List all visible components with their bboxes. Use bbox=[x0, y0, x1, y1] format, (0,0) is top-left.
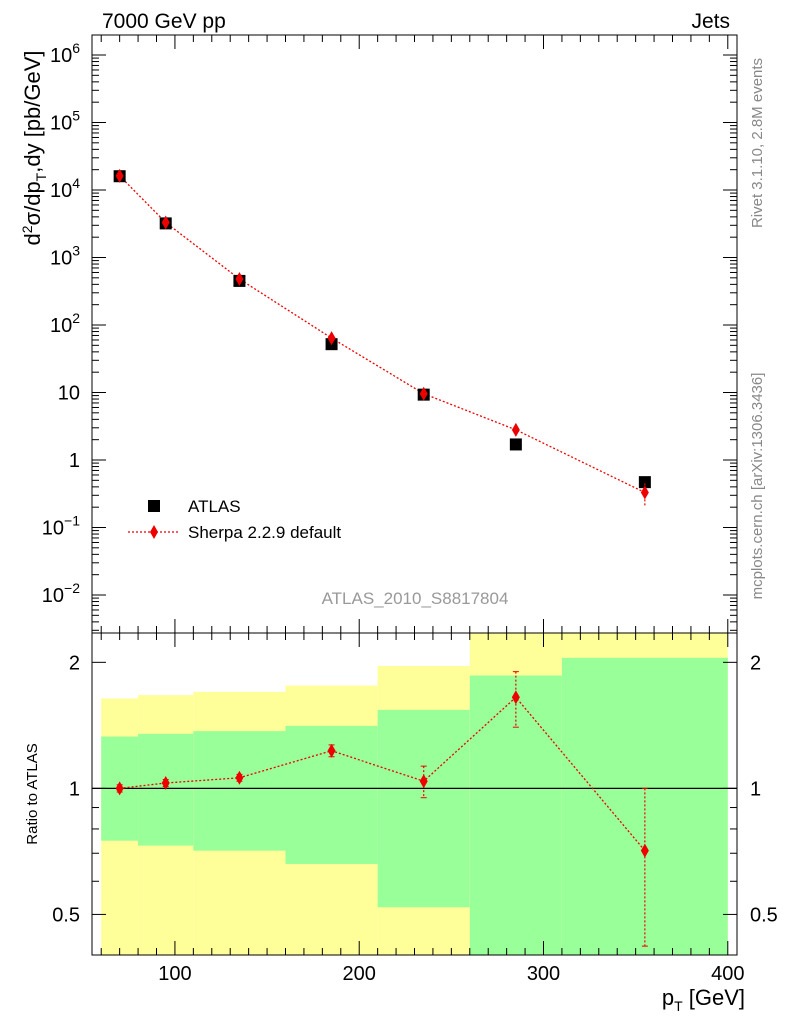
ratio-sherpa-point bbox=[161, 775, 170, 790]
analysis-label: ATLAS_2010_S8817804 bbox=[322, 589, 509, 608]
ratio-y-tick-label-right: 0.5 bbox=[750, 904, 778, 926]
atlas-point bbox=[509, 438, 522, 451]
mcplots-label: mcplots.cern.ch [arXiv:1306.3436] bbox=[749, 373, 766, 600]
main-y-tick-label: 106 bbox=[50, 40, 80, 67]
main-y-tick-label: 103 bbox=[50, 243, 80, 270]
main-frame bbox=[91, 34, 738, 634]
ratio-panel: 0.5 0.5 1 1 2 2 100 200 300 400 Ratio to ATLAS p… bbox=[24, 632, 778, 1014]
ratio-y-tick-label-right: 1 bbox=[750, 778, 761, 800]
x-axis-label: pT [GeV] bbox=[662, 985, 745, 1014]
ratio-y-tick-label-left: 0.5 bbox=[52, 904, 80, 926]
sherpa-point bbox=[161, 215, 170, 230]
atlas-point bbox=[638, 476, 651, 489]
main-y-tick-label: 10 bbox=[58, 383, 80, 405]
ratio-inner-band bbox=[377, 709, 470, 908]
header-right-title: Jets bbox=[691, 10, 730, 33]
ratio-sherpa-point bbox=[327, 743, 336, 758]
ratio-sherpa-point bbox=[511, 690, 520, 705]
main-y-ticks: 10−2 10−1 1 10 102 103 104 105 106 bbox=[42, 40, 737, 631]
legend: ATLAS Sherpa 2.2.9 default bbox=[128, 497, 341, 542]
sherpa-point bbox=[419, 386, 428, 401]
main-y-tick-label: 105 bbox=[50, 108, 80, 135]
main-y-tick-label: 10−2 bbox=[42, 580, 80, 607]
main-y-tick-label: 102 bbox=[50, 310, 80, 337]
sherpa-point bbox=[640, 485, 649, 500]
ratio-sherpa-point bbox=[235, 770, 244, 785]
main-y-tick-label: 10−1 bbox=[42, 513, 80, 540]
sherpa-point bbox=[511, 422, 520, 437]
x-tick-label: 200 bbox=[343, 963, 376, 985]
legend-atlas-marker bbox=[148, 500, 160, 512]
main-y-tick-label: 104 bbox=[50, 175, 80, 202]
rivet-version-label: Rivet 3.1.10, 2.8M events bbox=[749, 58, 766, 228]
ratio-x-ticks: 100 200 300 400 bbox=[100, 633, 744, 985]
main-y-axis-label: d2σ/dpT,dy [pb/GeV] bbox=[19, 50, 49, 245]
header-left-title: 7000 GeV pp bbox=[102, 10, 226, 33]
sherpa-line bbox=[119, 175, 646, 494]
main-x-ticks bbox=[100, 35, 729, 633]
x-tick-label: 400 bbox=[711, 963, 744, 985]
ratio-sherpa-point bbox=[419, 774, 428, 789]
ratio-y-ticks: 0.5 0.5 1 1 2 2 bbox=[52, 652, 778, 956]
main-plot-content bbox=[113, 168, 651, 506]
main-panel: 10−2 10−1 1 10 102 103 104 105 106 ATLAS_2010_S8… bbox=[19, 34, 738, 634]
ratio-sherpa-point bbox=[640, 843, 649, 858]
ratio-y-tick-label-right: 2 bbox=[750, 652, 761, 674]
legend-sherpa-marker bbox=[150, 525, 158, 539]
ratio-y-tick-label-left: 1 bbox=[69, 778, 80, 800]
legend-sherpa-label: Sherpa 2.2.9 default bbox=[188, 523, 341, 542]
legend-atlas-label: ATLAS bbox=[188, 497, 241, 516]
ratio-inner-band bbox=[193, 731, 286, 851]
ratio-inner-band bbox=[561, 657, 728, 955]
ratio-y-axis-label: Ratio to ATLAS bbox=[24, 743, 41, 844]
ratio-sherpa-point bbox=[115, 781, 124, 796]
ratio-inner-band bbox=[469, 675, 562, 955]
main-y-tick-label: 1 bbox=[69, 450, 80, 472]
x-tick-label: 300 bbox=[527, 963, 560, 985]
ratio-plot-content bbox=[92, 633, 737, 955]
x-tick-label: 100 bbox=[158, 963, 191, 985]
sherpa-point bbox=[235, 272, 244, 287]
ratio-y-tick-label-left: 2 bbox=[69, 652, 80, 674]
sherpa-point bbox=[327, 331, 336, 346]
sherpa-point bbox=[115, 168, 124, 183]
